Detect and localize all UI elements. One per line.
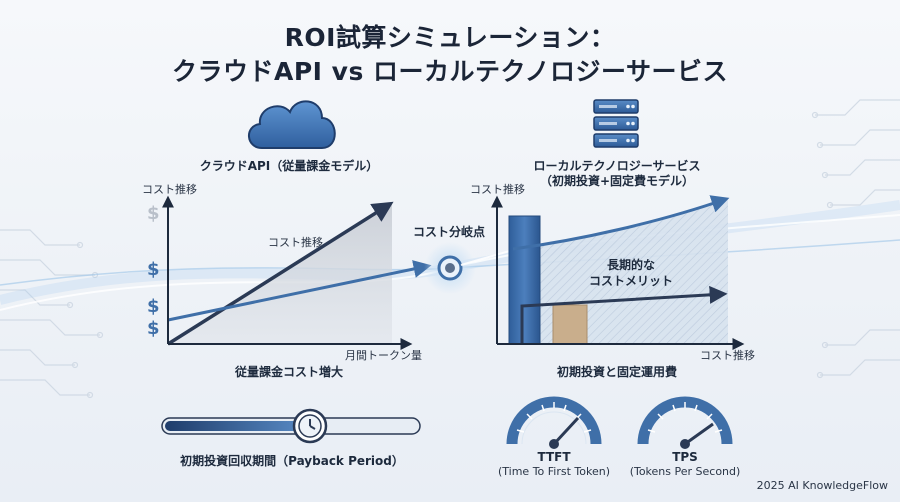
cloud-heading: クラウドAPI（従量課金モデル） <box>199 159 379 173</box>
local-x-axis-label: コスト推移 <box>700 349 755 362</box>
circuit-decoration-right <box>811 99 900 379</box>
dollar-mark: $ <box>147 259 160 280</box>
cloud-line-label: コスト推移 <box>268 236 323 249</box>
dollar-marks: $ $ $ $ <box>147 203 160 339</box>
cloud-cost-chart: $ $ $ $ <box>147 195 432 350</box>
dollar-mark: $ <box>147 296 160 317</box>
cloud-icon <box>248 100 336 149</box>
tps-desc: (Tokens Per Second) <box>629 465 741 478</box>
ttft-gauge <box>506 396 602 449</box>
gauge-icon <box>506 396 602 449</box>
page-title-line2: クラウドAPI vs ローカルテクノロジーサービス <box>171 57 729 86</box>
payback-period-slider <box>161 408 421 444</box>
cloud-cost-line <box>167 201 394 346</box>
tps-name: TPS <box>672 450 698 464</box>
cloud-caption: 従量課金コスト増大 <box>234 365 344 379</box>
initial-investment-bar <box>508 215 541 345</box>
payback-label: 初期投資回収期間（Payback Period） <box>180 454 404 468</box>
breakeven-connector <box>460 249 514 266</box>
server-icon <box>593 99 639 148</box>
local-cost-chart <box>491 195 745 350</box>
local-heading-line1: ローカルテクノロジーサービス <box>533 159 701 173</box>
fixed-operation-cost-bar <box>552 304 588 345</box>
copyright-text: 2025 AI KnowledgeFlow <box>756 479 888 492</box>
dollar-mark: $ <box>147 318 160 339</box>
tps-gauge <box>637 396 733 449</box>
breakeven-point <box>424 242 476 294</box>
ttft-name: TTFT <box>537 450 571 464</box>
page-title-line1: ROI試算シミュレーション： <box>284 23 616 52</box>
local-cost-reference-line <box>167 260 432 322</box>
circuit-decoration-left <box>0 229 104 399</box>
gauge-icon <box>637 396 733 449</box>
breakeven-label: コスト分岐点 <box>413 225 486 239</box>
benefit-label-line2: コストメリット <box>588 274 674 288</box>
cloud-x-axis-label: 月間トークン量 <box>345 349 422 362</box>
local-heading-line2: （初期投資+固定費モデル） <box>539 174 695 188</box>
ttft-desc: (Time To First Token) <box>497 465 611 478</box>
cloud-y-axis-label: コスト推移 <box>142 183 197 196</box>
benefit-label-line1: 長期的な <box>606 258 656 272</box>
dollar-mark: $ <box>147 203 160 224</box>
fixed-cost-line <box>520 285 728 344</box>
local-cost-line <box>512 195 730 251</box>
local-y-axis-label: コスト推移 <box>470 183 525 196</box>
clock-icon <box>298 414 322 438</box>
local-caption: 初期投資と固定運用費 <box>556 365 678 379</box>
